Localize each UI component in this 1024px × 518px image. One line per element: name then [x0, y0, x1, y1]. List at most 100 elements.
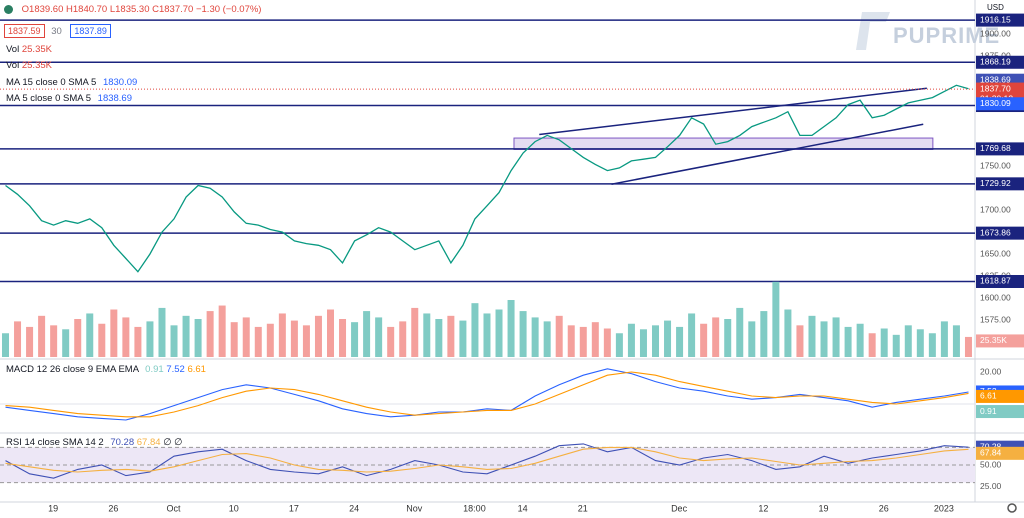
volume-bar: [471, 303, 479, 357]
macd-legend: MACD 12 26 close 9 EMA EMA 0.91 7.52 6.6…: [6, 364, 206, 375]
volume-bar: [784, 309, 792, 357]
volume-tag-label: 25.35K: [980, 335, 1007, 345]
volume-bar: [339, 319, 347, 357]
y-tick-label: 1650.00: [980, 248, 1011, 258]
volume-bar: [772, 281, 780, 357]
volume-bar: [567, 325, 575, 357]
volume-bar: [351, 322, 359, 357]
volume-bar: [760, 311, 768, 357]
volume-bar: [664, 320, 672, 357]
legend-ma5: MA 5 close 0 SMA 5 1838.69: [6, 93, 132, 104]
x-tick-label: 26: [879, 503, 889, 513]
volume-bar: [423, 313, 431, 357]
volume-bar: [940, 321, 948, 357]
volume-bar: [748, 321, 756, 357]
volume-bar: [375, 317, 383, 357]
volume-bar: [158, 307, 166, 357]
volume-bar: [327, 309, 334, 357]
volume-bar: [676, 326, 684, 357]
ask[interactable]: 1837.89: [70, 24, 111, 38]
trend-line: [611, 123, 924, 185]
volume-bar: [736, 307, 744, 357]
level-tag-label: 1673.86: [980, 227, 1011, 237]
indicator-tag: [976, 405, 1024, 419]
volume-bar: [206, 311, 214, 357]
watermark-logo: [856, 12, 890, 50]
symbol-icon: [4, 4, 13, 14]
volume-bar: [808, 315, 816, 357]
volume-bar: [712, 317, 720, 357]
volume-bar: [218, 305, 226, 357]
y-tick-label: 20.00: [980, 366, 1002, 376]
volume-bar: [700, 323, 708, 357]
volume-bar: [724, 319, 732, 357]
volume-bar: [62, 329, 70, 357]
volume-bar: [856, 323, 864, 357]
volume-bar: [411, 307, 419, 357]
open: O1839.60: [21, 4, 64, 15]
volume-bar: [26, 326, 34, 357]
legend-value: 25.35K: [21, 44, 52, 55]
spread: 30: [51, 26, 62, 37]
rsi-legend: RSI 14 close SMA 14 2 70.28 67.84 ∅ ∅: [6, 437, 182, 448]
level-tag-label: 1618.87: [980, 276, 1011, 286]
volume-bar: [519, 311, 527, 357]
volume-bar: [868, 333, 876, 357]
level-tag-label: 1916.15: [980, 14, 1011, 24]
volume-bar: [2, 333, 9, 357]
settings-icon[interactable]: [1007, 503, 1017, 513]
price-tag-label: 1830.09: [980, 98, 1011, 108]
currency: USD: [987, 3, 1004, 12]
zone: [513, 137, 934, 150]
legend-vol: Vol 25.35K: [6, 60, 52, 71]
volume-bar: [796, 325, 804, 357]
level-tag: [976, 13, 1024, 27]
volume-bar: [435, 319, 443, 357]
y-tick-label: 1900.00: [980, 29, 1011, 39]
x-tick-label: 19: [819, 503, 829, 513]
watermark: PUPRIME: [893, 23, 1000, 48]
bid[interactable]: 1837.59: [4, 24, 45, 38]
volume-bar: [555, 315, 563, 357]
volume-bar: [302, 325, 310, 357]
indicator-tag-label: 67.84: [980, 448, 1002, 458]
x-tick-label: 17: [289, 503, 299, 513]
x-tick-label: Oct: [167, 503, 182, 513]
volume-bar: [399, 321, 407, 357]
close: C1837.70: [152, 4, 194, 15]
level-tag-label: 1769.68: [980, 143, 1011, 153]
level-tag-label: 1729.92: [980, 178, 1011, 188]
volume-bar: [50, 325, 58, 357]
change: −1.30 (−0.07%): [195, 4, 262, 15]
y-tick-label: 1700.00: [980, 204, 1011, 214]
legend-value: 70.28: [110, 437, 135, 448]
volume-bar: [688, 313, 696, 357]
volume-bar: [531, 317, 539, 357]
x-tick-label: 12: [758, 503, 768, 513]
volume-bar: [38, 315, 46, 357]
volume-bar: [387, 326, 395, 357]
indicator-tag-label: 0.91: [980, 406, 997, 416]
x-tick-label: 10: [229, 503, 239, 513]
x-tick-label: 24: [349, 503, 359, 513]
volume-bar: [194, 319, 202, 357]
volume-bar: [507, 300, 515, 357]
level-tag: [976, 226, 1024, 240]
volume-bar: [74, 319, 82, 357]
volume-bar: [832, 317, 840, 357]
x-tick-label: 19: [48, 503, 58, 513]
volume-bar: [146, 321, 154, 357]
indicator-line: [5, 446, 969, 473]
volume-bar: [170, 325, 178, 357]
legend-label: MA 5 close 0 SMA 5: [6, 93, 92, 104]
volume-bar: [314, 315, 322, 357]
y-tick-label: 50.00: [980, 459, 1002, 469]
x-tick-label: 2023: [934, 503, 954, 513]
level-tag: [976, 142, 1024, 156]
level-tag-label: 1868.19: [980, 57, 1011, 67]
x-tick-label: 26: [108, 503, 118, 513]
volume-bar: [627, 323, 635, 357]
indicator-tag-label: 6.61: [980, 391, 997, 401]
volume-tag: [976, 334, 1024, 348]
